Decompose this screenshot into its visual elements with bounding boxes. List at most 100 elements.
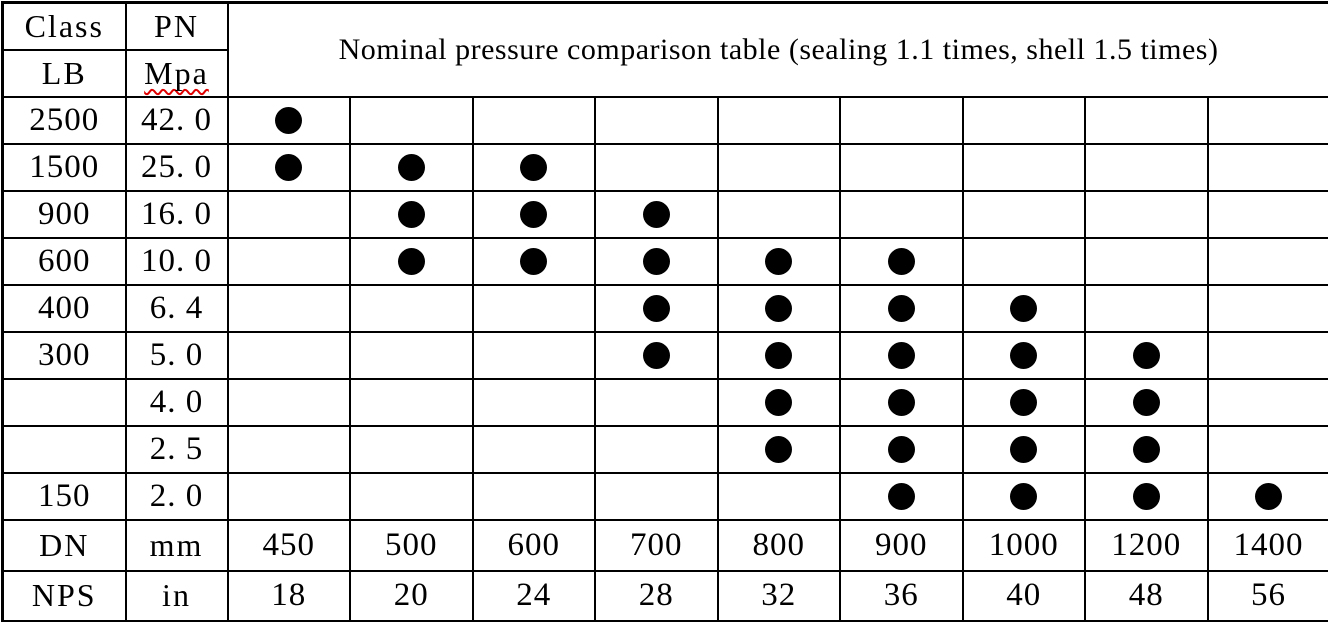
availability-cell <box>594 330 719 380</box>
availability-dot <box>765 341 793 369</box>
dn-row: DN mm 450 500 600 700 800 900 1000 1200 1400 <box>1 518 1328 572</box>
availability-cell <box>961 471 1086 521</box>
class-lb-cell: 2500 <box>1 95 127 145</box>
availability-cell <box>961 95 1086 145</box>
pn-header-label: PN <box>124 1 229 51</box>
dn-value-cell: 600 <box>471 518 596 572</box>
availability-dot <box>765 247 793 275</box>
availability-cell <box>839 189 964 239</box>
availability-cell <box>961 283 1086 333</box>
availability-cell <box>1206 377 1328 427</box>
availability-dot <box>520 247 548 275</box>
availability-cell <box>1206 471 1328 521</box>
availability-dot <box>887 294 915 322</box>
availability-dot <box>765 435 793 463</box>
availability-cell <box>349 142 474 192</box>
pn-mpa-cell: 42. 0 <box>124 95 229 145</box>
table-row: 150 2. 0 <box>1 471 1328 521</box>
pn-mpa-cell: 5. 0 <box>124 330 229 380</box>
availability-cell <box>839 95 964 145</box>
table-row: 2500 42. 0 <box>1 95 1328 145</box>
table-row: 2. 5 <box>1 424 1328 474</box>
table-row: 900 16. 0 <box>1 189 1328 239</box>
availability-cell <box>961 189 1086 239</box>
availability-cell <box>1206 95 1328 145</box>
availability-dot <box>1132 435 1160 463</box>
availability-cell <box>839 424 964 474</box>
nps-value-cell: 24 <box>471 569 596 622</box>
availability-dot <box>642 341 670 369</box>
pressure-rows: 2500 42. 0 1500 25. 0 900 16. 0 600 10. 0 400 6. … <box>1 95 1328 521</box>
availability-cell <box>961 330 1086 380</box>
availability-cell <box>1084 95 1209 145</box>
pn-mpa-cell: 16. 0 <box>124 189 229 239</box>
availability-cell <box>471 377 596 427</box>
availability-cell <box>226 471 351 521</box>
availability-cell <box>594 424 719 474</box>
class-unit-label: LB <box>1 48 127 98</box>
availability-cell <box>961 236 1086 286</box>
availability-cell <box>349 377 474 427</box>
availability-dot <box>397 247 425 275</box>
dn-value-cell: 1000 <box>961 518 1086 572</box>
availability-cell <box>349 189 474 239</box>
availability-cell <box>716 189 841 239</box>
class-lb-cell: 600 <box>1 236 127 286</box>
availability-dot <box>397 153 425 181</box>
table-row: 1500 25. 0 <box>1 142 1328 192</box>
class-lb-cell: 1500 <box>1 142 127 192</box>
availability-cell <box>471 424 596 474</box>
dn-value-cell: 450 <box>226 518 351 572</box>
availability-cell <box>839 142 964 192</box>
dn-value-cell: 700 <box>594 518 719 572</box>
availability-cell <box>1084 330 1209 380</box>
availability-cell <box>226 189 351 239</box>
availability-cell <box>349 236 474 286</box>
availability-cell <box>471 142 596 192</box>
availability-cell <box>716 95 841 145</box>
pn-mpa-cell: 4. 0 <box>124 377 229 427</box>
dn-value-cell: 800 <box>716 518 841 572</box>
availability-cell <box>349 283 474 333</box>
dn-value-cell: 900 <box>839 518 964 572</box>
nps-value-cell: 40 <box>961 569 1086 622</box>
availability-cell <box>226 142 351 192</box>
availability-cell <box>594 189 719 239</box>
availability-cell <box>349 95 474 145</box>
availability-cell <box>961 377 1086 427</box>
availability-cell <box>471 236 596 286</box>
class-header-label: Class <box>1 1 127 51</box>
availability-cell <box>1084 236 1209 286</box>
availability-dot <box>397 200 425 228</box>
availability-cell <box>839 377 964 427</box>
availability-cell <box>1084 189 1209 239</box>
availability-cell <box>1206 283 1328 333</box>
nps-value-cell: 18 <box>226 569 351 622</box>
availability-dot <box>520 200 548 228</box>
pn-mpa-cell: 25. 0 <box>124 142 229 192</box>
nps-value-cell: 48 <box>1084 569 1209 622</box>
availability-dot <box>1132 482 1160 510</box>
availability-cell <box>594 95 719 145</box>
availability-cell <box>471 330 596 380</box>
availability-dot <box>765 294 793 322</box>
availability-cell <box>1206 424 1328 474</box>
availability-cell <box>716 424 841 474</box>
nps-label: NPS <box>1 569 127 622</box>
availability-cell <box>716 236 841 286</box>
dn-value-cell: 1200 <box>1084 518 1209 572</box>
availability-cell <box>716 330 841 380</box>
nps-row: NPS in 18 20 24 28 32 36 40 48 56 <box>1 569 1328 622</box>
availability-cell <box>1206 330 1328 380</box>
availability-cell <box>1206 142 1328 192</box>
availability-cell <box>349 330 474 380</box>
table-row: 400 6. 4 <box>1 283 1328 333</box>
availability-cell <box>839 471 964 521</box>
availability-dot <box>887 435 915 463</box>
availability-cell <box>1084 424 1209 474</box>
availability-cell <box>594 283 719 333</box>
table-row: 600 10. 0 <box>1 236 1328 286</box>
availability-cell <box>1206 189 1328 239</box>
availability-cell <box>839 236 964 286</box>
pn-mpa-cell: 6. 4 <box>124 283 229 333</box>
